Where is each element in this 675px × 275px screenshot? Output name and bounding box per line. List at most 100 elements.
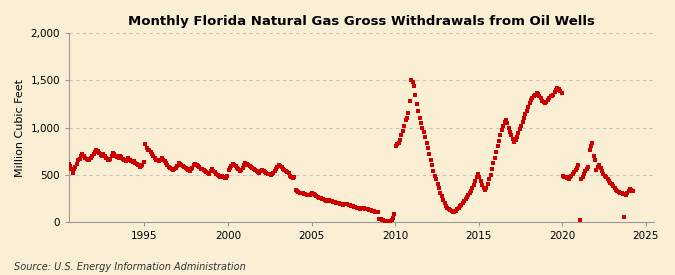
Point: [243, 163, 254, 167]
Point: [429, 173, 440, 178]
Point: [208, 169, 219, 173]
Point: [622, 190, 632, 195]
Point: [572, 166, 583, 170]
Point: [288, 176, 298, 181]
Point: [99, 153, 110, 158]
Point: [159, 159, 170, 164]
Point: [627, 188, 638, 193]
Point: [400, 118, 411, 122]
Point: [323, 198, 334, 202]
Point: [443, 207, 454, 212]
Point: [60, 177, 71, 182]
Point: [92, 149, 103, 153]
Point: [580, 169, 591, 173]
Point: [531, 90, 542, 95]
Point: [247, 166, 258, 170]
Point: [418, 130, 429, 134]
Point: [342, 202, 352, 207]
Point: [233, 167, 244, 171]
Point: [597, 169, 608, 173]
Point: [76, 153, 86, 158]
Point: [219, 176, 230, 181]
Point: [548, 92, 559, 97]
Point: [87, 153, 98, 158]
Point: [176, 163, 187, 167]
Point: [187, 166, 198, 170]
Point: [464, 191, 475, 196]
Point: [343, 203, 354, 207]
Point: [371, 210, 382, 214]
Point: [392, 142, 403, 147]
Point: [520, 112, 531, 117]
Point: [489, 155, 500, 160]
Point: [290, 188, 301, 192]
Point: [367, 209, 377, 213]
Point: [437, 194, 448, 199]
Point: [106, 153, 117, 158]
Point: [385, 219, 396, 223]
Point: [506, 133, 517, 137]
Point: [144, 148, 155, 152]
Point: [133, 163, 144, 167]
Point: [416, 121, 427, 125]
Point: [573, 163, 584, 167]
Point: [136, 164, 146, 168]
Point: [276, 165, 287, 169]
Point: [523, 104, 534, 109]
Point: [72, 162, 82, 166]
Point: [333, 201, 344, 205]
Point: [302, 193, 313, 197]
Point: [470, 179, 481, 183]
Point: [117, 156, 128, 161]
Point: [138, 160, 149, 164]
Point: [285, 173, 296, 178]
Point: [304, 193, 315, 197]
Point: [175, 162, 186, 166]
Point: [170, 166, 181, 170]
Point: [453, 205, 464, 210]
Point: [215, 174, 225, 179]
Point: [124, 157, 135, 162]
Point: [618, 192, 628, 197]
Point: [108, 151, 119, 155]
Point: [609, 186, 620, 190]
Point: [109, 152, 120, 156]
Point: [517, 120, 528, 124]
Point: [314, 196, 325, 200]
Point: [558, 173, 568, 178]
Point: [111, 153, 122, 158]
Point: [236, 168, 246, 172]
Point: [116, 155, 127, 159]
Point: [602, 177, 613, 182]
Point: [327, 199, 338, 204]
Point: [466, 188, 477, 193]
Point: [377, 218, 387, 222]
Point: [568, 172, 578, 176]
Point: [624, 186, 635, 191]
Point: [556, 90, 567, 95]
Point: [460, 197, 471, 201]
Point: [421, 141, 432, 145]
Point: [552, 86, 563, 90]
Point: [223, 168, 234, 172]
Point: [119, 158, 130, 163]
Point: [229, 163, 240, 167]
Point: [533, 91, 543, 96]
Point: [614, 189, 624, 194]
Point: [318, 197, 329, 201]
Point: [126, 159, 136, 164]
Point: [178, 164, 188, 168]
Point: [474, 175, 485, 180]
Point: [95, 153, 106, 157]
Point: [335, 202, 346, 206]
Point: [149, 155, 160, 160]
Point: [439, 201, 450, 205]
Point: [115, 153, 126, 158]
Point: [441, 204, 452, 208]
Point: [390, 144, 401, 148]
Point: [468, 183, 479, 187]
Point: [583, 165, 593, 169]
Point: [360, 206, 371, 211]
Point: [90, 150, 101, 154]
Point: [374, 217, 385, 221]
